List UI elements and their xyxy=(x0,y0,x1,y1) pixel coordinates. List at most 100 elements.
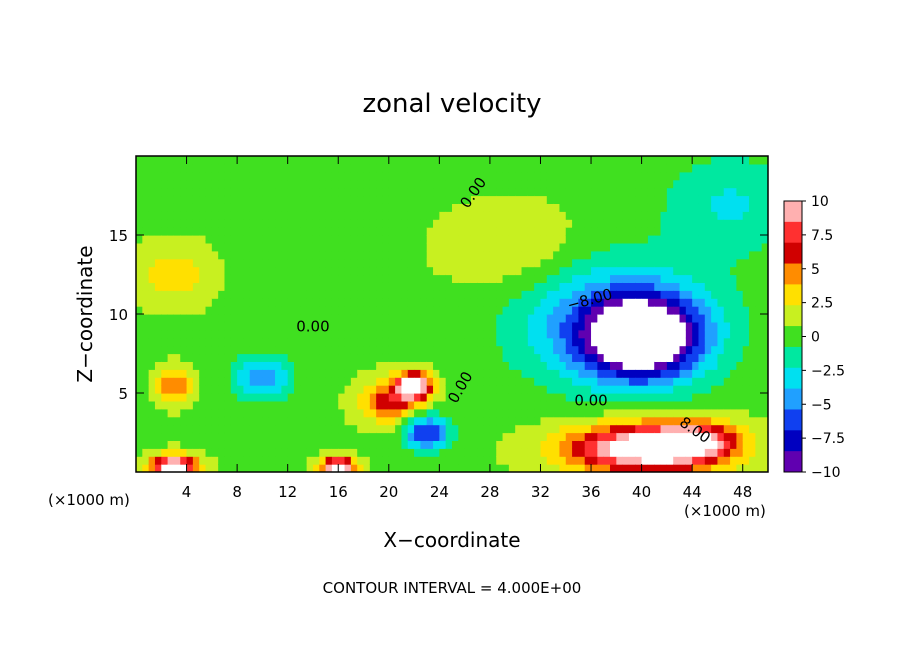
field-cell xyxy=(565,345,573,355)
field-cell xyxy=(433,187,440,197)
field-cell xyxy=(199,400,207,410)
field-cell xyxy=(723,440,731,449)
field-cell xyxy=(565,314,573,323)
field-cell xyxy=(382,235,390,244)
field-cell xyxy=(584,203,592,212)
field-cell xyxy=(382,156,390,165)
field-cell xyxy=(382,408,390,418)
field-cell xyxy=(388,163,396,173)
field-cell xyxy=(369,163,377,173)
field-cell xyxy=(679,298,687,307)
field-cell xyxy=(464,298,472,307)
field-cell xyxy=(275,337,282,347)
field-cell xyxy=(199,408,207,418)
field-cell xyxy=(622,235,630,244)
field-cell xyxy=(496,242,504,252)
velocity-field xyxy=(136,156,768,472)
field-cell xyxy=(205,329,213,339)
field-cell xyxy=(540,219,548,228)
field-cell xyxy=(433,345,440,355)
field-cell xyxy=(237,242,245,252)
field-cell xyxy=(243,187,251,197)
field-cell xyxy=(489,235,497,244)
field-cell xyxy=(483,290,491,299)
field-cell xyxy=(692,187,700,197)
field-cell xyxy=(647,242,655,252)
field-cell xyxy=(414,203,421,212)
field-cell xyxy=(553,250,561,260)
field-cell xyxy=(218,440,226,449)
field-cell xyxy=(338,314,346,323)
field-cell xyxy=(698,464,706,472)
field-cell xyxy=(489,400,497,410)
field-cell xyxy=(414,171,421,181)
field-cell xyxy=(654,290,662,299)
field-cell xyxy=(565,258,573,268)
field-cell xyxy=(521,187,529,197)
field-cell xyxy=(142,179,150,189)
field-cell xyxy=(553,361,561,370)
field-cell xyxy=(489,171,497,181)
field-cell xyxy=(167,290,175,299)
field-cell xyxy=(711,321,719,331)
field-cell xyxy=(445,290,453,299)
field-cell xyxy=(540,408,548,418)
field-cell xyxy=(136,369,143,378)
field-cell xyxy=(470,432,478,441)
field-cell xyxy=(458,432,466,441)
field-cell xyxy=(275,258,282,268)
field-cell xyxy=(268,227,276,236)
field-cell xyxy=(723,448,731,457)
field-cell xyxy=(142,290,150,299)
field-cell xyxy=(704,171,712,181)
field-cell xyxy=(559,440,567,449)
field-cell xyxy=(483,385,491,394)
field-cell xyxy=(414,361,421,370)
field-cell xyxy=(666,408,674,418)
field-cell xyxy=(540,235,548,244)
field-cell xyxy=(224,171,232,181)
field-cell xyxy=(496,258,504,268)
field-cell xyxy=(591,242,598,252)
field-cell xyxy=(464,400,472,410)
field-cell xyxy=(679,171,687,181)
field-cell xyxy=(243,266,251,276)
field-cell xyxy=(224,416,232,426)
field-cell xyxy=(761,163,768,173)
field-cell xyxy=(180,337,188,347)
field-cell xyxy=(262,345,270,355)
field-cell xyxy=(641,250,649,260)
field-cell xyxy=(470,258,478,268)
field-cell xyxy=(730,440,737,449)
field-cell xyxy=(439,203,447,212)
field-cell xyxy=(230,377,238,386)
field-cell xyxy=(350,203,358,212)
field-cell xyxy=(312,337,320,347)
field-cell xyxy=(717,408,725,418)
field-cell xyxy=(527,464,535,472)
field-cell xyxy=(572,314,579,323)
field-cell xyxy=(730,242,737,252)
field-cell xyxy=(711,219,719,228)
field-cell xyxy=(635,440,643,449)
field-cell xyxy=(616,235,624,244)
field-cell xyxy=(654,266,662,276)
field-cell xyxy=(281,464,289,472)
field-cell xyxy=(224,424,232,434)
field-cell xyxy=(395,258,403,268)
field-cell xyxy=(154,242,162,252)
field-cell xyxy=(641,203,649,212)
field-cell xyxy=(407,369,415,378)
field-cell xyxy=(445,337,453,347)
field-cell xyxy=(350,282,358,291)
field-cell xyxy=(610,211,617,220)
field-cell xyxy=(452,242,459,252)
field-cell xyxy=(338,227,346,236)
field-cell xyxy=(426,227,434,236)
field-cell xyxy=(452,235,459,244)
field-cell xyxy=(319,266,327,276)
field-cell xyxy=(401,195,409,204)
field-cell xyxy=(477,432,485,441)
field-cell xyxy=(376,337,384,347)
field-cell xyxy=(616,306,624,315)
